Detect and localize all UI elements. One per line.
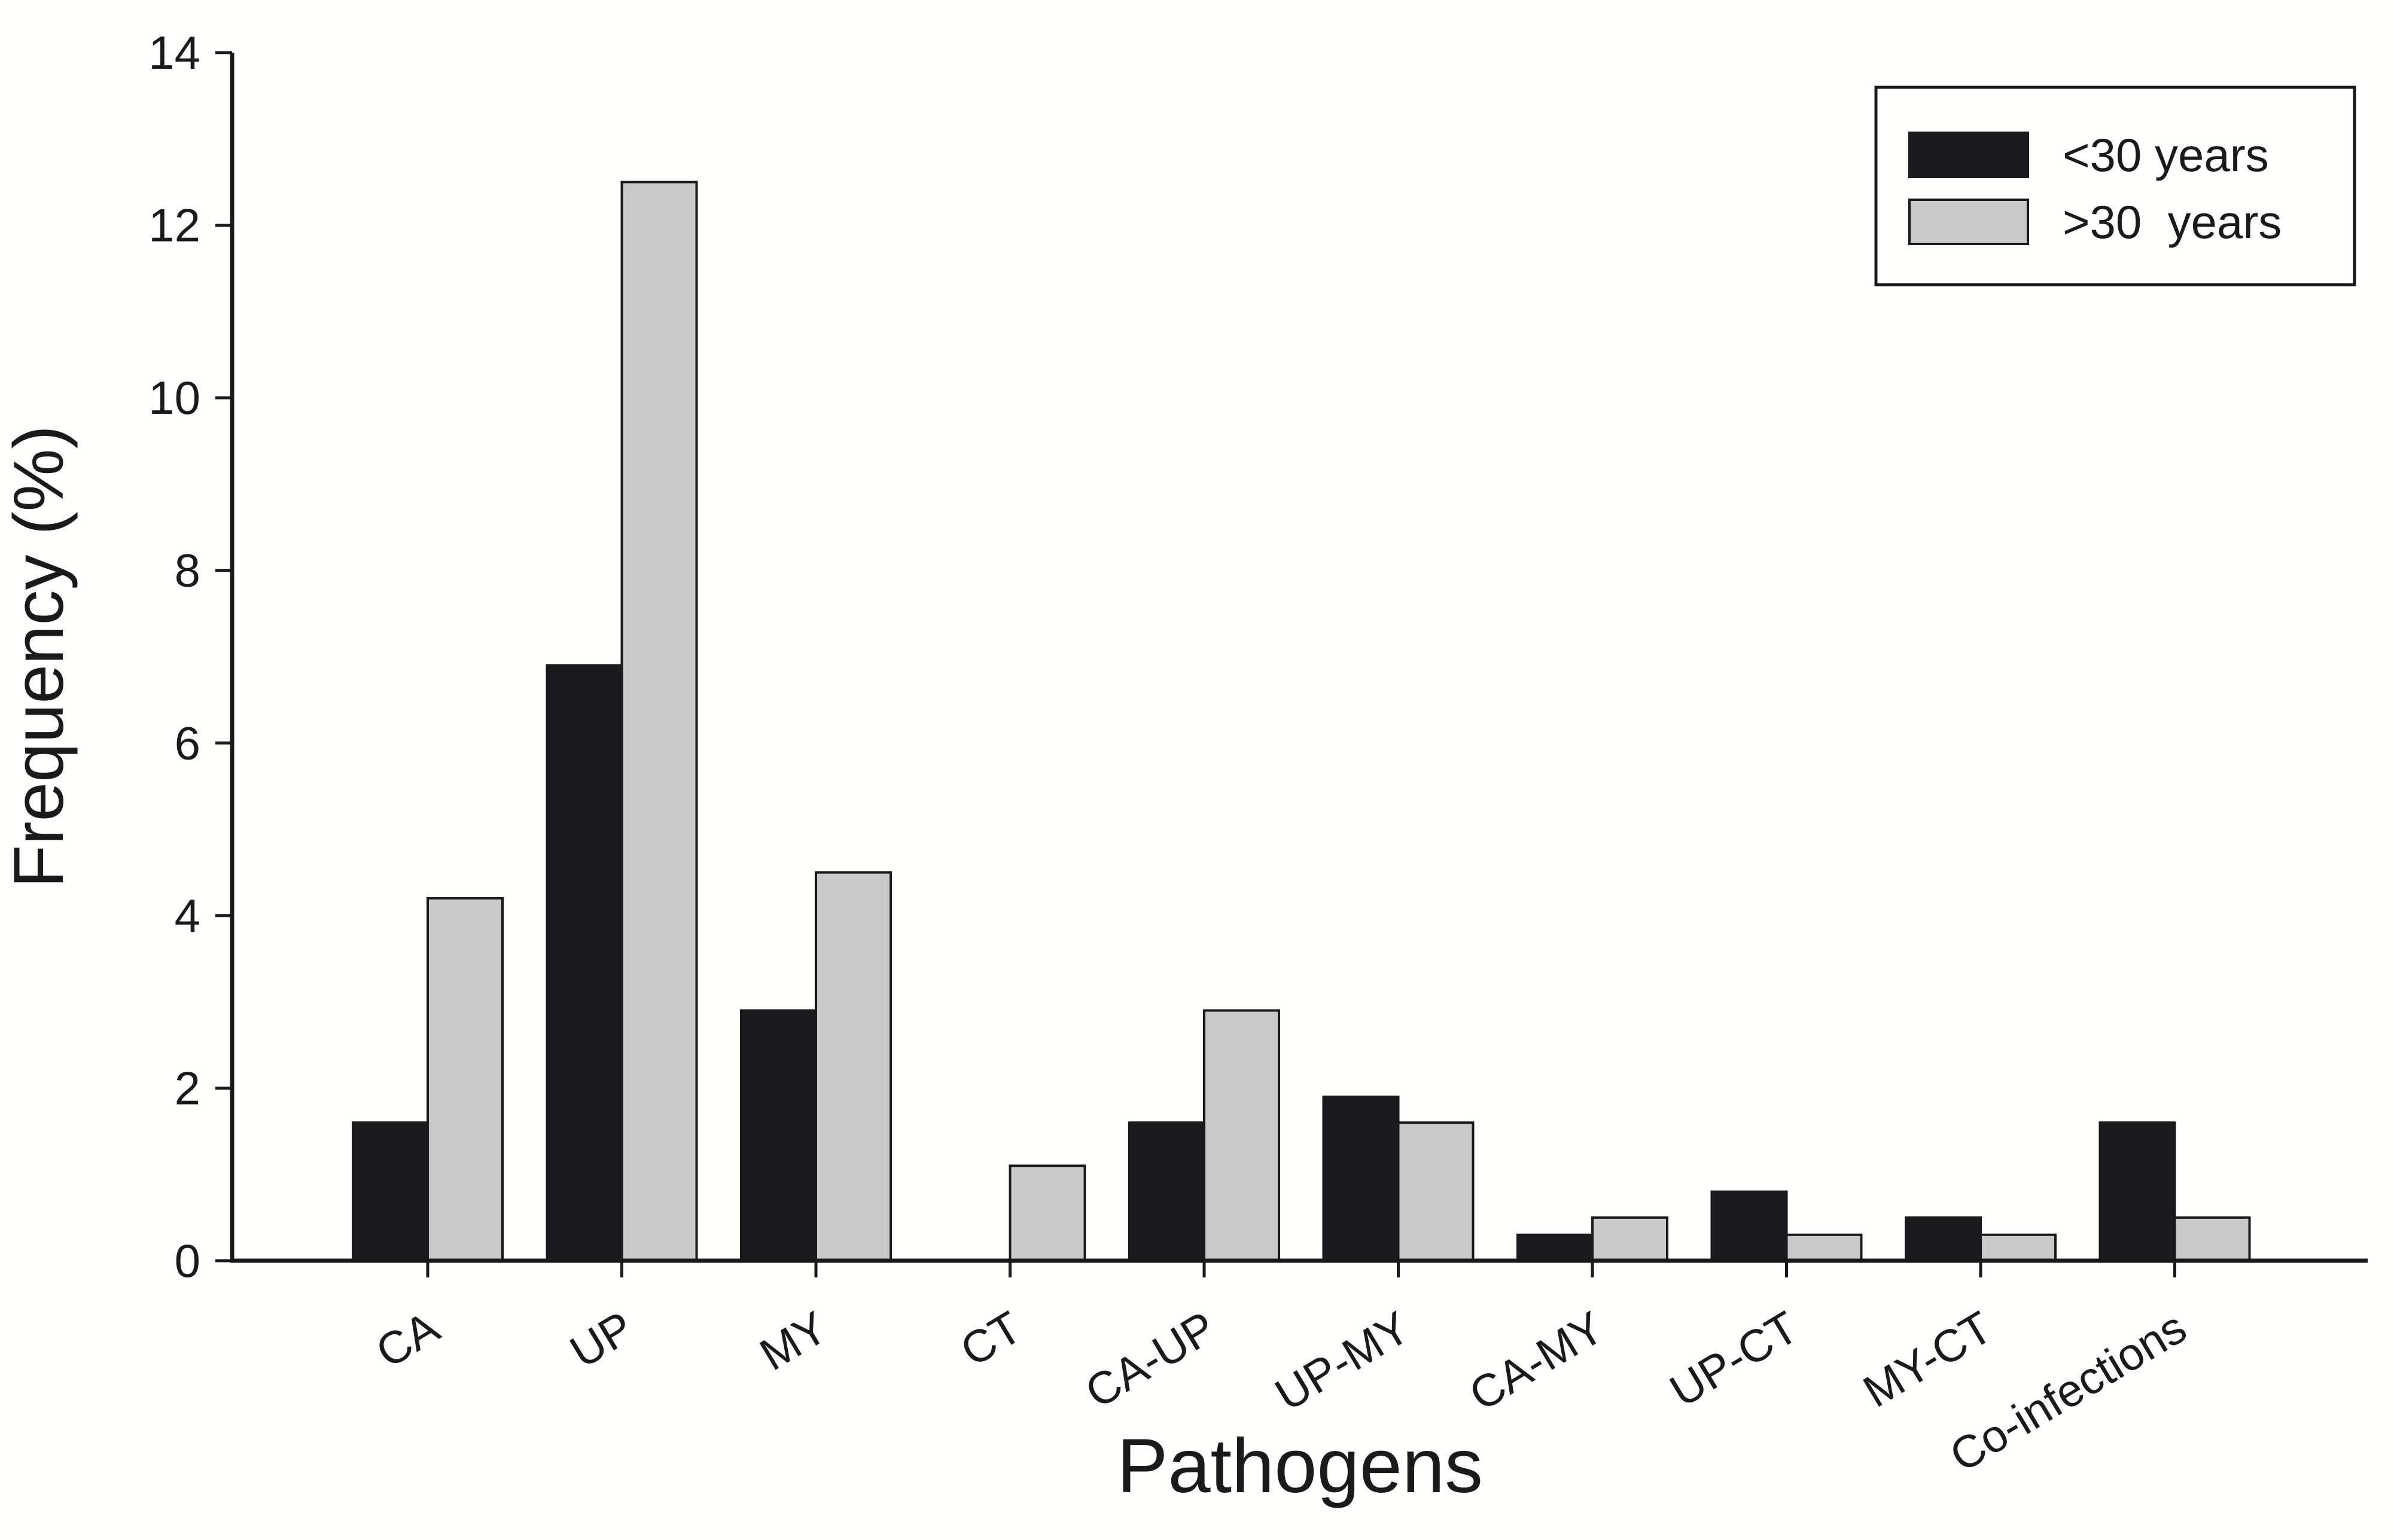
x-category-label: MY	[751, 1302, 836, 1381]
legend: <30 years >30 years	[1874, 86, 2356, 286]
y-axis-ticks-layer: 0 2 4 6 8 10 12 14	[148, 26, 232, 1287]
x-category-label: CA-UP	[1077, 1302, 1224, 1419]
legend-label-under-30: <30 years	[2063, 129, 2269, 181]
bar-Co-infections-over30	[2173, 1216, 2251, 1263]
legend-swatch-over-30-icon	[1908, 199, 2029, 245]
bar-CA-over30	[427, 897, 504, 1262]
bar-UP-CT-under30	[1710, 1190, 1788, 1262]
bar-CT-over30	[1009, 1164, 1086, 1263]
bars-layer	[352, 181, 2251, 1263]
y-tick-label: 2	[175, 1062, 200, 1114]
bar-UP-MY-over30	[1397, 1121, 1475, 1262]
y-tick-label: 10	[148, 371, 200, 424]
bar-CA-UP-under30	[1128, 1121, 1205, 1262]
bar-CA-under30	[352, 1121, 429, 1262]
x-axis-title: Pathogens	[1117, 1423, 1483, 1509]
bar-CA-MY-under30	[1516, 1233, 1594, 1263]
bar-MY-CT-under30	[1905, 1216, 1982, 1263]
x-category-label: CA-MY	[1461, 1302, 1613, 1421]
y-tick-label: 12	[148, 199, 200, 252]
bar-MY-over30	[815, 871, 892, 1262]
bar-UP-CT-over30	[1785, 1233, 1863, 1263]
y-axis-title: Frequency (%)	[0, 425, 78, 888]
axes-layer	[230, 53, 2368, 1263]
y-tick-label: 0	[175, 1234, 200, 1287]
bar-CA-UP-over30	[1203, 1009, 1280, 1262]
x-category-label: UP-CT	[1661, 1302, 1807, 1417]
bar-UP-under30	[546, 664, 623, 1262]
y-tick-label: 6	[175, 716, 200, 769]
x-category-label: CA	[367, 1302, 448, 1378]
bar-MY-under30	[740, 1009, 817, 1262]
x-category-label: UP	[562, 1302, 642, 1378]
y-tick-label: 8	[175, 544, 200, 597]
bar-UP-over30	[620, 181, 698, 1262]
y-tick-label: 4	[175, 889, 200, 942]
x-category-label: CT	[952, 1302, 1031, 1377]
x-category-label: UP-MY	[1267, 1302, 1419, 1421]
legend-swatch-under-30-icon	[1908, 132, 2029, 178]
legend-frame	[1874, 86, 2356, 286]
bar-MY-CT-over30	[1979, 1233, 2057, 1263]
legend-label-over-30: >30 years	[2063, 196, 2282, 248]
bar-CA-MY-over30	[1591, 1216, 1668, 1263]
bar-Co-infections-under30	[2098, 1121, 2176, 1262]
bar-UP-MY-under30	[1322, 1095, 1400, 1263]
x-category-label: MY-CT	[1855, 1302, 2001, 1417]
y-tick-label: 14	[148, 26, 200, 79]
